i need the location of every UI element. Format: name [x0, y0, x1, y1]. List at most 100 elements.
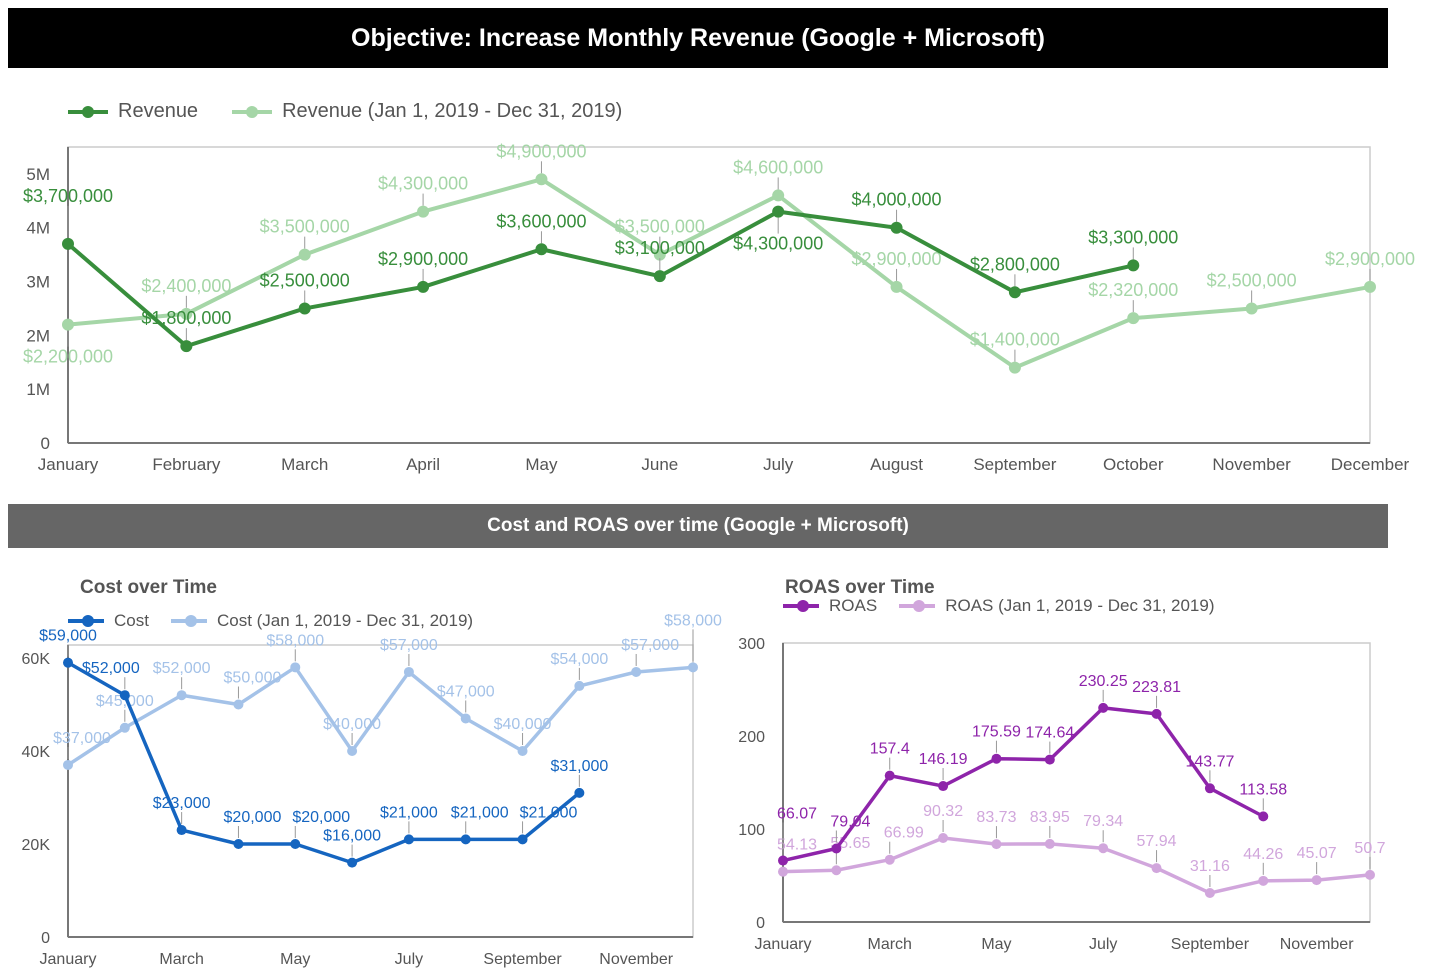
series-swatch: [899, 600, 936, 612]
roas-data-point: [1098, 843, 1109, 854]
roas-data-point: [991, 839, 1002, 850]
roas-data-label: 175.59: [972, 724, 1021, 741]
revenue-data-label: $2,320,000: [1088, 280, 1178, 300]
revenue-data-label: $2,800,000: [970, 254, 1060, 274]
roas-data-point: [884, 854, 895, 865]
cost-data-label: $31,000: [550, 758, 608, 775]
series-swatch: [232, 105, 273, 118]
cost-y-tick-label: 0: [41, 930, 50, 947]
roas-data-label: 31.16: [1190, 858, 1230, 875]
revenue-data-point: [298, 248, 311, 261]
revenue-y-tick-label: 5M: [26, 165, 50, 184]
roas-series-line: [782, 836, 1371, 895]
revenue-data-label: $2,400,000: [141, 276, 231, 296]
roas-data-point: [1365, 869, 1375, 880]
roas-data-point: [1258, 811, 1269, 822]
revenue-data-point: [772, 205, 785, 218]
revenue-data-point: [772, 189, 785, 202]
revenue-data-point: [1008, 286, 1021, 299]
cost-data-label: $16,000: [323, 828, 381, 845]
roas-x-tick-label: July: [1089, 936, 1117, 953]
objective-header: Objective: Increase Monthly Revenue (Goo…: [8, 8, 1388, 68]
cost-y-tick-label: 40K: [22, 744, 51, 761]
cost-data-label: $58,000: [664, 612, 722, 629]
revenue-data-label: $3,600,000: [496, 211, 586, 231]
revenue-data-point: [62, 237, 74, 250]
roas-data-label: 113.58: [1239, 781, 1287, 798]
revenue-data-point: [535, 173, 548, 186]
revenue-data-label: $4,000,000: [851, 190, 941, 210]
cost-x-tick-label: March: [159, 951, 203, 968]
series-swatch: [68, 105, 108, 118]
revenue-y-tick-label: 3M: [26, 273, 50, 292]
roas-series-line: [782, 706, 1265, 863]
cost-x-tick-label: January: [40, 951, 97, 968]
revenue-data-label: $2,500,000: [1207, 270, 1297, 290]
revenue-data-point: [890, 221, 903, 234]
roas-chart-title: ROAS over Time: [785, 577, 935, 598]
revenue-data-point: [1127, 259, 1140, 272]
revenue-data-label: $1,400,000: [970, 330, 1060, 350]
roas-y-tick-label: 300: [738, 636, 765, 653]
roas-data-point: [884, 770, 895, 781]
cost-data-point: [176, 825, 187, 836]
roas-data-point: [1151, 708, 1162, 719]
cost-data-label: $40,000: [494, 716, 552, 733]
roas-x-tick-label: March: [868, 936, 912, 953]
revenue-data-label: $3,700,000: [23, 186, 113, 206]
cost-data-label: $57,000: [621, 637, 679, 654]
revenue-data-label: $2,900,000: [1325, 249, 1415, 269]
cost-x-tick-label: November: [599, 951, 673, 968]
roas-data-label: 44.26: [1243, 846, 1283, 863]
roas-data-label: 90.32: [923, 803, 963, 820]
cost-data-point: [517, 834, 528, 845]
cost-data-point: [63, 759, 73, 770]
cost-data-label: $40,000: [323, 716, 381, 733]
roas-data-label: 157.4: [870, 741, 910, 758]
legend-item-roas: ROAS: [783, 596, 877, 616]
series-swatch: [68, 615, 104, 627]
legend-item-revenue: Revenue: [68, 100, 198, 123]
cost-y-tick-label: 60K: [22, 651, 51, 668]
cost-x-tick-label: May: [280, 951, 310, 968]
cost-data-label: $54,000: [550, 651, 608, 668]
revenue-data-label: $2,900,000: [378, 249, 468, 269]
cost-data-label: $58,000: [266, 632, 324, 649]
revenue-data-point: [180, 340, 193, 353]
cost-data-point: [233, 839, 244, 850]
revenue-legend: Revenue Revenue (Jan 1, 2019 - Dec 31, 2…: [68, 100, 656, 123]
cost-data-label: $21,000: [380, 804, 438, 821]
objective-title: Objective: Increase Monthly Revenue (Goo…: [351, 23, 1045, 52]
cost-data-point: [688, 662, 698, 673]
roas-data-label: 83.73: [976, 809, 1016, 826]
roas-data-point: [1044, 754, 1055, 765]
cost-x-tick-label: September: [483, 951, 562, 968]
revenue-x-tick-label: April: [406, 455, 440, 474]
roas-data-point: [1044, 838, 1055, 849]
cost-legend: Cost Cost (Jan 1, 2019 - Dec 31, 2019): [68, 611, 507, 631]
cost-data-point: [403, 834, 414, 845]
revenue-data-label: $4,300,000: [733, 234, 823, 254]
revenue-x-tick-label: October: [1103, 455, 1164, 474]
roas-data-point: [938, 833, 949, 844]
roas-data-label: 146.19: [919, 751, 968, 768]
section-title: Cost and ROAS over time (Google + Micros…: [487, 515, 909, 536]
roas-y-tick-label: 200: [738, 729, 765, 746]
revenue-series-line: [67, 177, 1371, 370]
legend-label: Cost: [114, 611, 149, 630]
revenue-data-label: $3,500,000: [260, 217, 350, 237]
revenue-data-point: [298, 302, 311, 315]
cost-data-label: $57,000: [380, 637, 438, 654]
roas-data-point: [831, 843, 842, 854]
roas-data-label: 45.07: [1297, 845, 1337, 862]
cost-data-label: $52,000: [153, 660, 211, 677]
cost-data-point: [119, 690, 130, 701]
cost-data-label: $50,000: [224, 670, 282, 687]
roas-data-label: 50.7: [1354, 840, 1385, 857]
revenue-series-line: [66, 209, 1134, 349]
cost-data-point: [233, 699, 244, 710]
legend-label: Revenue: [118, 100, 199, 122]
roas-data-point: [1151, 863, 1162, 874]
cost-data-point: [176, 690, 187, 701]
